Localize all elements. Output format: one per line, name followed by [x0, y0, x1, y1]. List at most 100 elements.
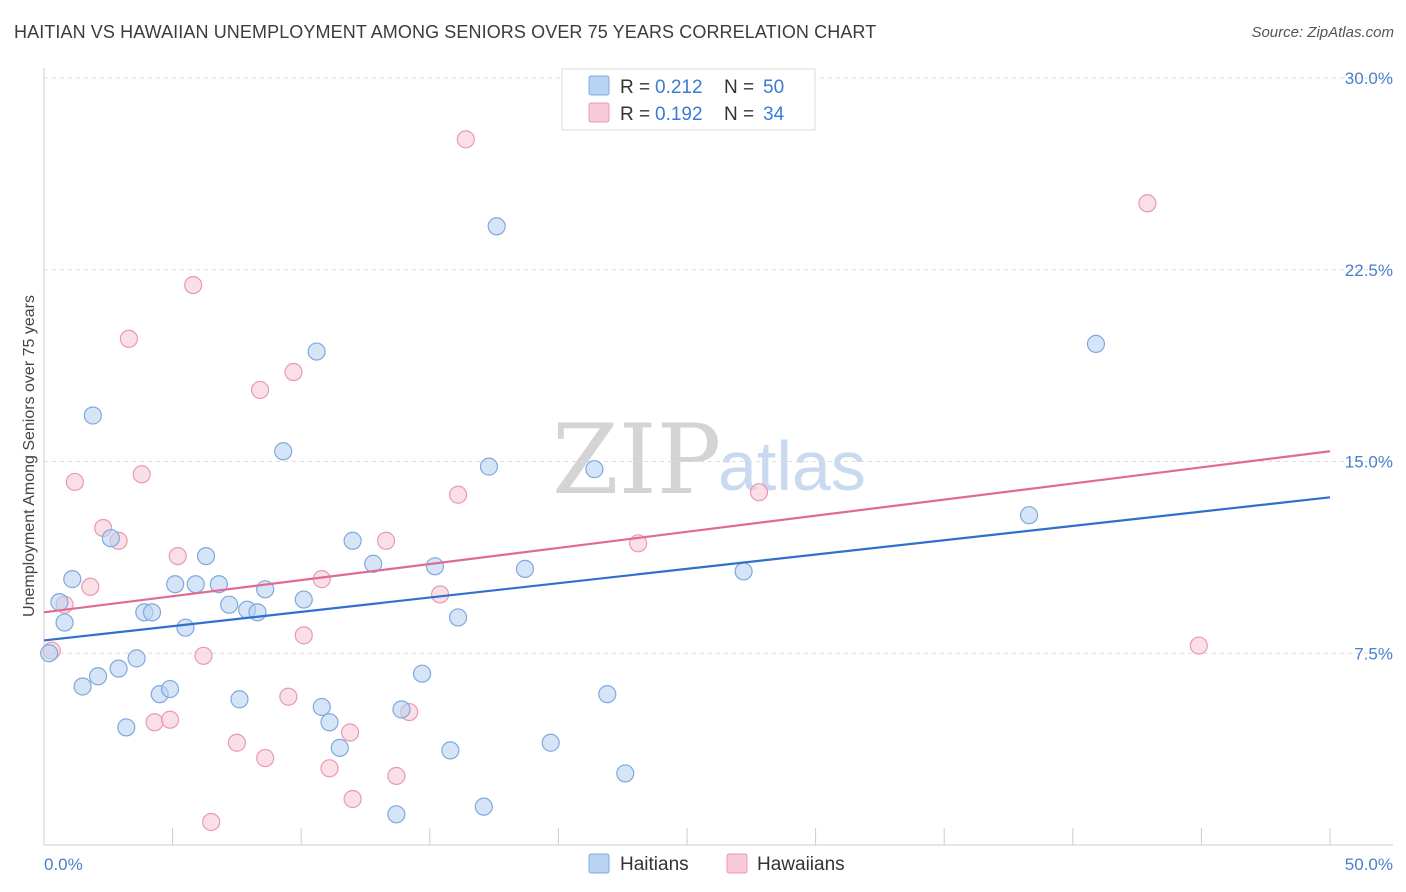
hawaiians-point — [168, 546, 187, 566]
hawaiians-point — [749, 483, 769, 502]
legend-r-value-haitians: 0.212 — [655, 77, 703, 98]
watermark-zip: ZIP — [552, 404, 721, 516]
haitians-point — [598, 685, 617, 704]
hawaiians-point — [145, 713, 164, 732]
haitians-point — [274, 442, 293, 461]
bottom-legend-swatch-hawaiians — [726, 853, 748, 874]
y-tick-label: 30.0% — [1345, 69, 1393, 88]
haitians-point — [196, 546, 216, 566]
haitians-point — [209, 575, 228, 594]
hawaiians-point — [160, 710, 180, 729]
haitians-points — [40, 217, 1106, 824]
haitians-point — [307, 342, 326, 361]
haitians-point — [88, 667, 108, 686]
haitians-point — [160, 679, 180, 699]
haitians-point — [364, 554, 383, 573]
bottom-legend-haitians: Haitians — [620, 854, 689, 875]
haitians-point — [448, 608, 468, 627]
legend-swatch-haitians — [588, 75, 610, 96]
haitians-point — [101, 529, 120, 548]
y-tick-label: 7.5% — [1354, 644, 1393, 663]
hawaiians-point — [448, 485, 468, 504]
y-tick-label: 22.5% — [1345, 261, 1393, 280]
legend-n-value-hawaiians: 34 — [763, 104, 785, 125]
hawaiians-point — [194, 646, 213, 665]
legend-n-label-haitians: N = — [724, 77, 754, 98]
axis-layer: 7.5% 15.0% 22.5% 30.0% — [43, 68, 1393, 846]
y-tick-label: 15.0% — [1345, 453, 1393, 472]
haitians-point — [294, 590, 313, 609]
hawaiians-point — [320, 759, 339, 778]
haitians-point — [487, 217, 506, 236]
trend-lines — [43, 450, 1331, 642]
hawaiians-point — [1138, 194, 1157, 213]
hawaiians-point — [294, 626, 313, 645]
haitians-point — [585, 460, 604, 479]
haitians-point — [55, 613, 74, 632]
haitians-point — [142, 603, 162, 622]
hawaiians-point — [340, 723, 360, 742]
haitians-point — [734, 562, 753, 581]
hawaiians-trend-line — [43, 450, 1331, 614]
haitians-point — [40, 644, 59, 663]
legend-n-value-haitians: 50 — [763, 77, 784, 98]
haitians-point — [73, 677, 92, 696]
hawaiians-point — [256, 748, 275, 768]
legend-r-label-haitians: R = — [620, 77, 650, 98]
bottom-legend-hawaiians: Hawaiians — [757, 854, 845, 875]
haitians-point — [109, 659, 128, 678]
haitians-point — [1019, 506, 1039, 525]
haitians-point — [412, 664, 432, 683]
hawaiians-point — [279, 687, 298, 706]
haitians-point — [230, 690, 249, 709]
hawaiians-point — [343, 789, 362, 809]
haitians-point — [474, 797, 493, 816]
y-axis-title: Unemployment Among Seniors over 75 years — [21, 295, 38, 617]
hawaiians-point — [202, 812, 221, 832]
haitians-point — [63, 570, 82, 589]
hawaiians-point — [65, 472, 84, 492]
haitians-point — [392, 700, 411, 719]
bottom-legend: Haitians Hawaiians — [588, 853, 845, 875]
haitians-trend-line — [43, 496, 1331, 642]
hawaiians-point — [376, 531, 396, 550]
watermark-atlas: atlas — [718, 427, 866, 505]
haitians-point — [515, 559, 535, 578]
hawaiians-point — [430, 585, 450, 604]
hawaiians-point — [132, 465, 151, 484]
haitians-point — [83, 406, 102, 425]
legend-r-label-hawaiians: R = — [620, 104, 650, 125]
haitians-point — [479, 457, 499, 476]
x-tick-label-max: 50.0% — [1345, 855, 1393, 874]
haitians-point — [50, 593, 69, 612]
haitians-point — [541, 733, 560, 752]
legend-r-value-hawaiians: 0.192 — [655, 104, 703, 125]
grid-layer — [44, 77, 1393, 654]
haitians-point — [186, 575, 205, 594]
haitians-point — [176, 618, 195, 637]
haitians-point — [616, 764, 635, 783]
haitians-point — [220, 595, 239, 614]
haitians-point — [330, 738, 349, 757]
haitians-point — [127, 649, 146, 668]
haitians-point — [425, 557, 445, 576]
top-legend: R = 0.212 N = 50 R = 0.192 N = 34 — [561, 68, 816, 131]
source-label: Source: ZipAtlas.com — [1251, 24, 1394, 41]
haitians-point — [343, 531, 362, 550]
hawaiians-point — [184, 275, 203, 295]
hawaiians-point — [387, 766, 406, 786]
hawaiians-point — [456, 130, 475, 149]
hawaiians-point — [1189, 636, 1208, 655]
haitians-point — [1086, 334, 1106, 353]
haitians-point — [387, 805, 406, 824]
hawaiians-point — [227, 733, 246, 752]
legend-n-label-hawaiians: N = — [724, 104, 754, 125]
hawaiians-point — [81, 577, 100, 596]
x-tick-label-min: 0.0% — [44, 855, 83, 874]
chart-title: HAITIAN VS HAWAIIAN UNEMPLOYMENT AMONG S… — [14, 22, 877, 42]
haitians-point — [320, 713, 339, 732]
hawaiians-point — [119, 329, 138, 348]
haitians-point — [441, 741, 460, 760]
hawaiians-point — [284, 362, 303, 382]
